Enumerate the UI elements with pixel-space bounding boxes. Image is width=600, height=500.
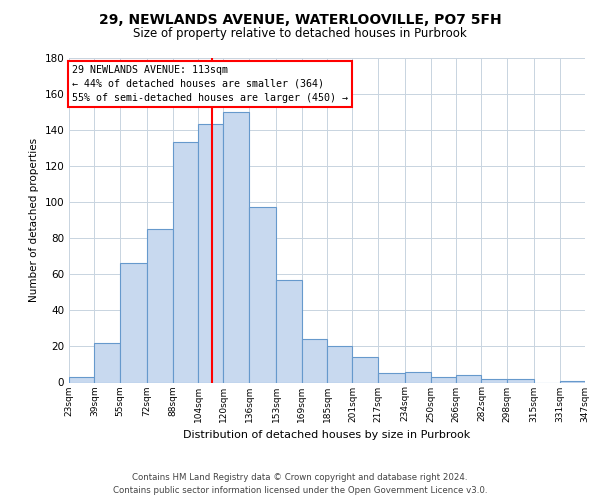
Text: Contains HM Land Registry data © Crown copyright and database right 2024.
Contai: Contains HM Land Registry data © Crown c… — [113, 474, 487, 495]
Bar — [352, 357, 378, 382]
Bar — [173, 142, 198, 382]
Bar — [147, 229, 173, 382]
Bar — [120, 264, 147, 382]
Y-axis label: Number of detached properties: Number of detached properties — [29, 138, 39, 302]
Bar — [223, 112, 249, 382]
X-axis label: Distribution of detached houses by size in Purbrook: Distribution of detached houses by size … — [184, 430, 470, 440]
Bar — [456, 376, 481, 382]
Bar — [69, 377, 94, 382]
Bar — [249, 208, 276, 382]
Bar — [302, 339, 327, 382]
Bar — [94, 343, 120, 382]
Bar — [405, 372, 431, 382]
Text: 29, NEWLANDS AVENUE, WATERLOOVILLE, PO7 5FH: 29, NEWLANDS AVENUE, WATERLOOVILLE, PO7 … — [98, 12, 502, 26]
Bar — [481, 379, 507, 382]
Bar — [378, 374, 405, 382]
Text: 29 NEWLANDS AVENUE: 113sqm
← 44% of detached houses are smaller (364)
55% of sem: 29 NEWLANDS AVENUE: 113sqm ← 44% of deta… — [72, 64, 348, 102]
Bar — [276, 280, 302, 382]
Bar — [560, 380, 585, 382]
Text: Size of property relative to detached houses in Purbrook: Size of property relative to detached ho… — [133, 28, 467, 40]
Bar — [327, 346, 352, 382]
Bar — [507, 379, 534, 382]
Bar — [431, 377, 456, 382]
Bar — [198, 124, 223, 382]
